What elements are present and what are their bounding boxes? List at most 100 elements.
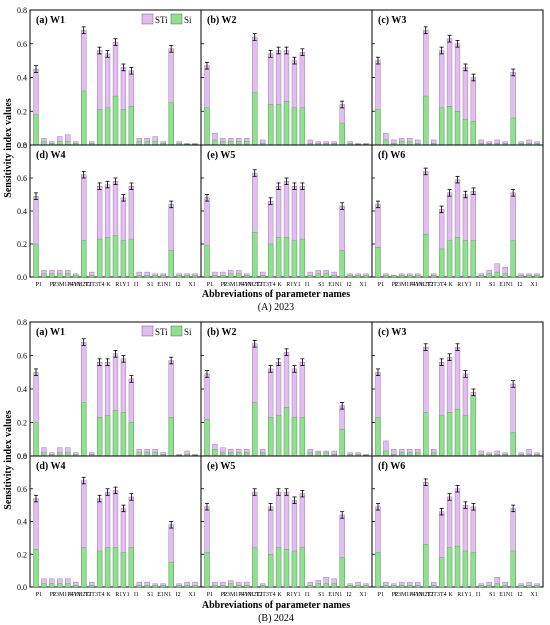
x-tick-label: P3M1P4V1: [395, 592, 423, 598]
panel-label: (c) W3: [378, 15, 406, 26]
si-bar-t4: [462, 240, 469, 278]
si-bar-v1: [73, 585, 79, 588]
si-bar-t3: [112, 95, 119, 146]
panel-label: (e) W5: [207, 150, 235, 161]
x-tick-label: S1: [147, 282, 153, 288]
si-bar-n1: [518, 585, 524, 588]
si-bar-t2: [104, 107, 111, 146]
x-tick-label: E1N1: [157, 592, 171, 598]
si-bar-k: [470, 552, 477, 588]
y-tick-label: 0.4: [17, 518, 27, 527]
y-tick-label: 0.0: [17, 583, 27, 592]
si-bar-p1: [33, 422, 39, 457]
si-bar-p2: [383, 139, 389, 146]
si-bar-g1: [81, 547, 87, 588]
si-bar-y1: [315, 583, 321, 588]
si-bar-p1: [375, 109, 381, 146]
si-bar-y1: [144, 452, 150, 457]
si-bar-t2: [275, 547, 282, 588]
si-bar-r1: [307, 452, 313, 457]
y-tick-label: 0.8: [17, 318, 27, 327]
si-bar-t2: [446, 240, 453, 278]
si-bar-x1: [192, 275, 198, 278]
x-tick-label: E1N1: [328, 592, 342, 598]
y-tick-label: 0.4: [17, 74, 27, 83]
si-bar-y1: [486, 585, 492, 588]
panel-2024-cw3: (c) W3: [371, 321, 544, 457]
si-bar-s1: [331, 275, 337, 278]
x-tick-label: R1Y1: [457, 592, 471, 598]
si-bar-m1: [399, 585, 405, 588]
si-bar-p4: [407, 585, 413, 588]
x-tick-label: P1: [207, 592, 213, 598]
si-bar-p2: [383, 450, 389, 457]
y-tick-label: 0.2: [17, 550, 27, 559]
si-bar-g1: [252, 92, 258, 146]
si-bar-n1: [347, 585, 353, 588]
si-bar-p1: [33, 243, 39, 278]
si-bar-g1: [81, 90, 87, 146]
si-bar-k: [128, 547, 135, 588]
si-bar-g1: [252, 402, 258, 457]
x-tick-label: G1M2T1: [412, 592, 434, 598]
si-bar-t4: [120, 109, 127, 146]
si-bar-i2: [526, 585, 532, 588]
si-bar-i1: [152, 452, 158, 457]
x-tick-label: X1: [530, 592, 537, 598]
legend: STi Si: [141, 13, 192, 25]
panel-label: (a) W1: [36, 15, 65, 26]
si-bar-p3: [220, 452, 226, 457]
y-axis-label-2024: Sensitivity index values: [3, 410, 14, 510]
si-bar-x1: [363, 585, 369, 588]
x-tick-label: E1N1: [328, 282, 342, 288]
x-tick-label: I2: [176, 592, 181, 598]
si-bar-p1: [204, 245, 210, 278]
si-bar-i1: [494, 271, 500, 278]
x-tick-label: K: [106, 282, 111, 288]
si-bar-m1: [228, 141, 234, 146]
si-bar-p2: [41, 141, 47, 146]
si-bar-t3: [112, 235, 119, 278]
si-bar-p1: [204, 418, 210, 457]
x-tick-label: P1: [378, 592, 384, 598]
si-bar-n1: [347, 275, 353, 278]
si-bar-s1: [502, 273, 508, 278]
si-bar-p1: [375, 552, 381, 588]
y-tick-label: 0.2: [17, 240, 27, 249]
si-bar-p3: [49, 583, 55, 588]
si-bar-p4: [236, 452, 242, 457]
x-tick-label: T2T3T4: [427, 592, 447, 598]
si-bar-v1: [415, 585, 421, 588]
x-tick-label: S1: [318, 592, 324, 598]
si-bar-k: [128, 238, 135, 278]
si-bar-i1: [323, 452, 329, 457]
y-tick-label: 0.8: [17, 141, 27, 150]
x-tick-label: P1: [36, 592, 42, 598]
si-bar-m1: [399, 452, 405, 457]
si-bar-t3: [454, 111, 461, 146]
si-bar-i2: [355, 585, 361, 588]
x-tick-label: X1: [359, 592, 366, 598]
si-bar-r1: [478, 585, 484, 588]
si-bar-p2: [383, 275, 389, 278]
si-bar-r1: [136, 275, 142, 278]
x-tick-label: R1Y1: [115, 592, 129, 598]
si-bar-i2: [184, 275, 190, 278]
si-bar-p1: [33, 549, 39, 588]
x-tick-label: I2: [518, 592, 523, 598]
y-tick-label: 0.6: [17, 174, 27, 183]
si-bar-p3: [391, 585, 397, 588]
si-bar-g1: [423, 95, 429, 146]
x-tick-label: P3M1P4V1: [53, 282, 81, 288]
si-bar-i1: [152, 275, 158, 278]
si-bar-k: [128, 422, 135, 457]
si-bar-t3: [112, 410, 119, 457]
si-bar-p2: [212, 139, 218, 146]
si-bar-t3: [454, 237, 461, 278]
x-axis-label-2023: Abbreviations of parameter names: [202, 289, 350, 300]
si-bar-t2: [104, 237, 111, 278]
si-bar-e1: [510, 240, 516, 278]
panel-2024-aw1: 0.0 0.2 0.4 0.6 0.8 (a) W1 STi Si: [17, 318, 202, 461]
si-bar-p4: [65, 141, 71, 146]
